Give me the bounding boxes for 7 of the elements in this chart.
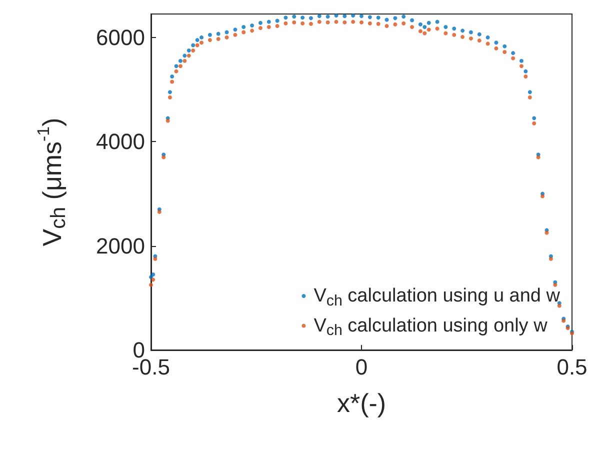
x-tick-label: 0 xyxy=(355,354,368,380)
y-tick-label: 4000 xyxy=(96,129,145,154)
x-axis-title: x*(-) xyxy=(336,388,386,418)
y-axis-title: Vch (μms-1) xyxy=(34,118,70,246)
x-tick-label: 0.5 xyxy=(556,354,588,380)
y-tick-label: 2000 xyxy=(96,233,145,258)
y-tick-label: 6000 xyxy=(96,24,145,50)
